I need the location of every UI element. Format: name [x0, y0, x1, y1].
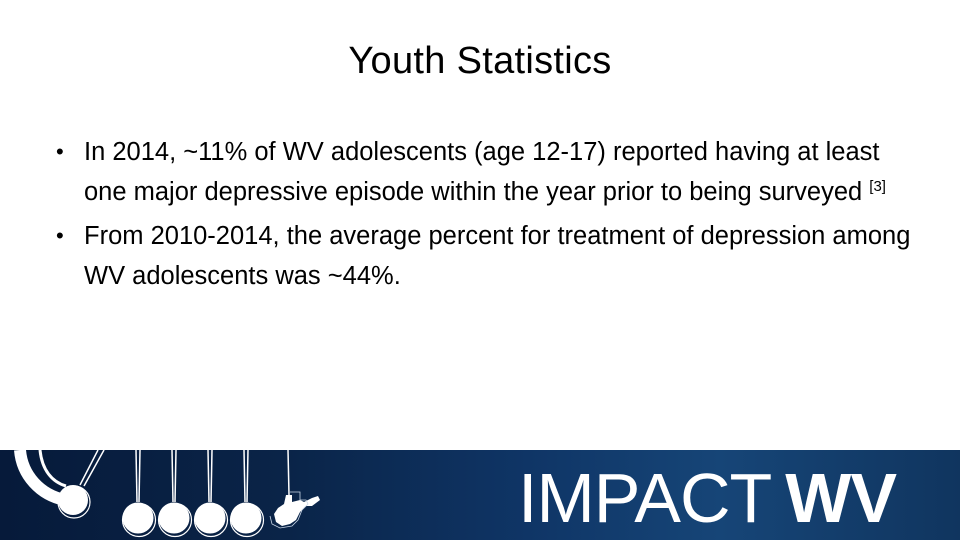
bullet-text: From 2010-2014, the average percent for … — [84, 222, 911, 290]
citation: [3] — [869, 178, 886, 195]
impact-wv-banner: IMPACT WV — [0, 450, 960, 540]
bullet-list: • In 2014, ~11% of WV adolescents (age 1… — [56, 132, 916, 296]
brand-wv: WV — [785, 459, 897, 537]
bullet-item: • In 2014, ~11% of WV adolescents (age 1… — [56, 132, 916, 212]
newtons-cradle-icon — [14, 450, 320, 538]
bullet-item: • From 2010-2014, the average percent fo… — [56, 216, 916, 296]
bullet-icon: • — [56, 139, 64, 164]
west-virginia-map-icon — [274, 495, 320, 526]
brand-impact: IMPACT — [518, 459, 772, 537]
brand-logo-text: IMPACT WV — [518, 458, 897, 538]
bullet-text: In 2014, ~11% of WV adolescents (age 12-… — [84, 138, 880, 206]
bullet-icon: • — [56, 223, 64, 248]
slide-title: Youth Statistics — [348, 40, 612, 82]
